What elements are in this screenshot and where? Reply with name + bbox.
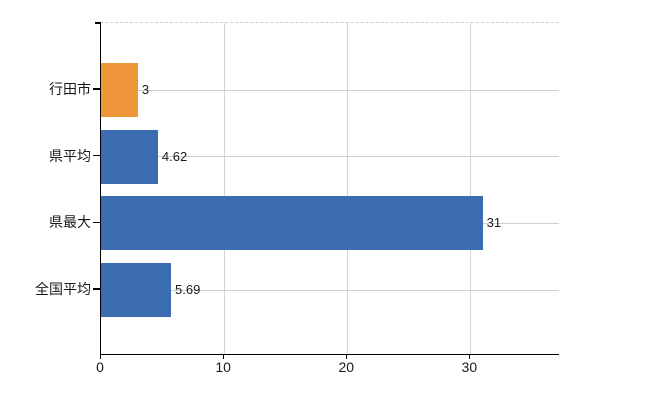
bar-県最大: [101, 196, 483, 251]
category-gridline: [101, 89, 559, 91]
plot-area: 3 4.62 31 5.69: [100, 22, 559, 355]
bar-value-label: 31: [486, 215, 502, 231]
bar-value-label: 3: [141, 82, 150, 97]
category-axis-tick: [93, 154, 100, 157]
x-tick-label: 20: [338, 359, 355, 375]
category-label: 全国平均: [35, 281, 91, 297]
x-axis-tick: [468, 354, 471, 359]
bar-行田市: [101, 63, 138, 117]
y-axis-top-tick: [95, 22, 101, 24]
x-axis-tick: [99, 354, 101, 359]
category-axis-tick: [93, 88, 100, 90]
category-gridline: [101, 289, 559, 291]
bar-県平均: [101, 129, 158, 184]
x-tick-label: 30: [461, 359, 478, 375]
category-axis-tick: [93, 221, 100, 224]
x-tick-label: 0: [96, 359, 104, 375]
category-axis-tick: [93, 288, 100, 290]
bar-value-label: 5.69: [175, 282, 201, 297]
bar-value-label: 4.62: [161, 148, 188, 164]
x-axis-tick: [345, 354, 348, 359]
x-tick-label: 10: [215, 359, 231, 375]
x-gridline: [469, 23, 471, 354]
category-label: 県平均: [49, 147, 91, 164]
x-gridline: [223, 23, 225, 354]
bar-全国平均: [101, 263, 172, 317]
category-label: 行田市: [49, 81, 91, 97]
x-gridline: [346, 23, 348, 354]
category-gridline: [101, 156, 559, 158]
x-axis-tick: [222, 354, 225, 359]
category-label: 県最大: [49, 214, 91, 231]
